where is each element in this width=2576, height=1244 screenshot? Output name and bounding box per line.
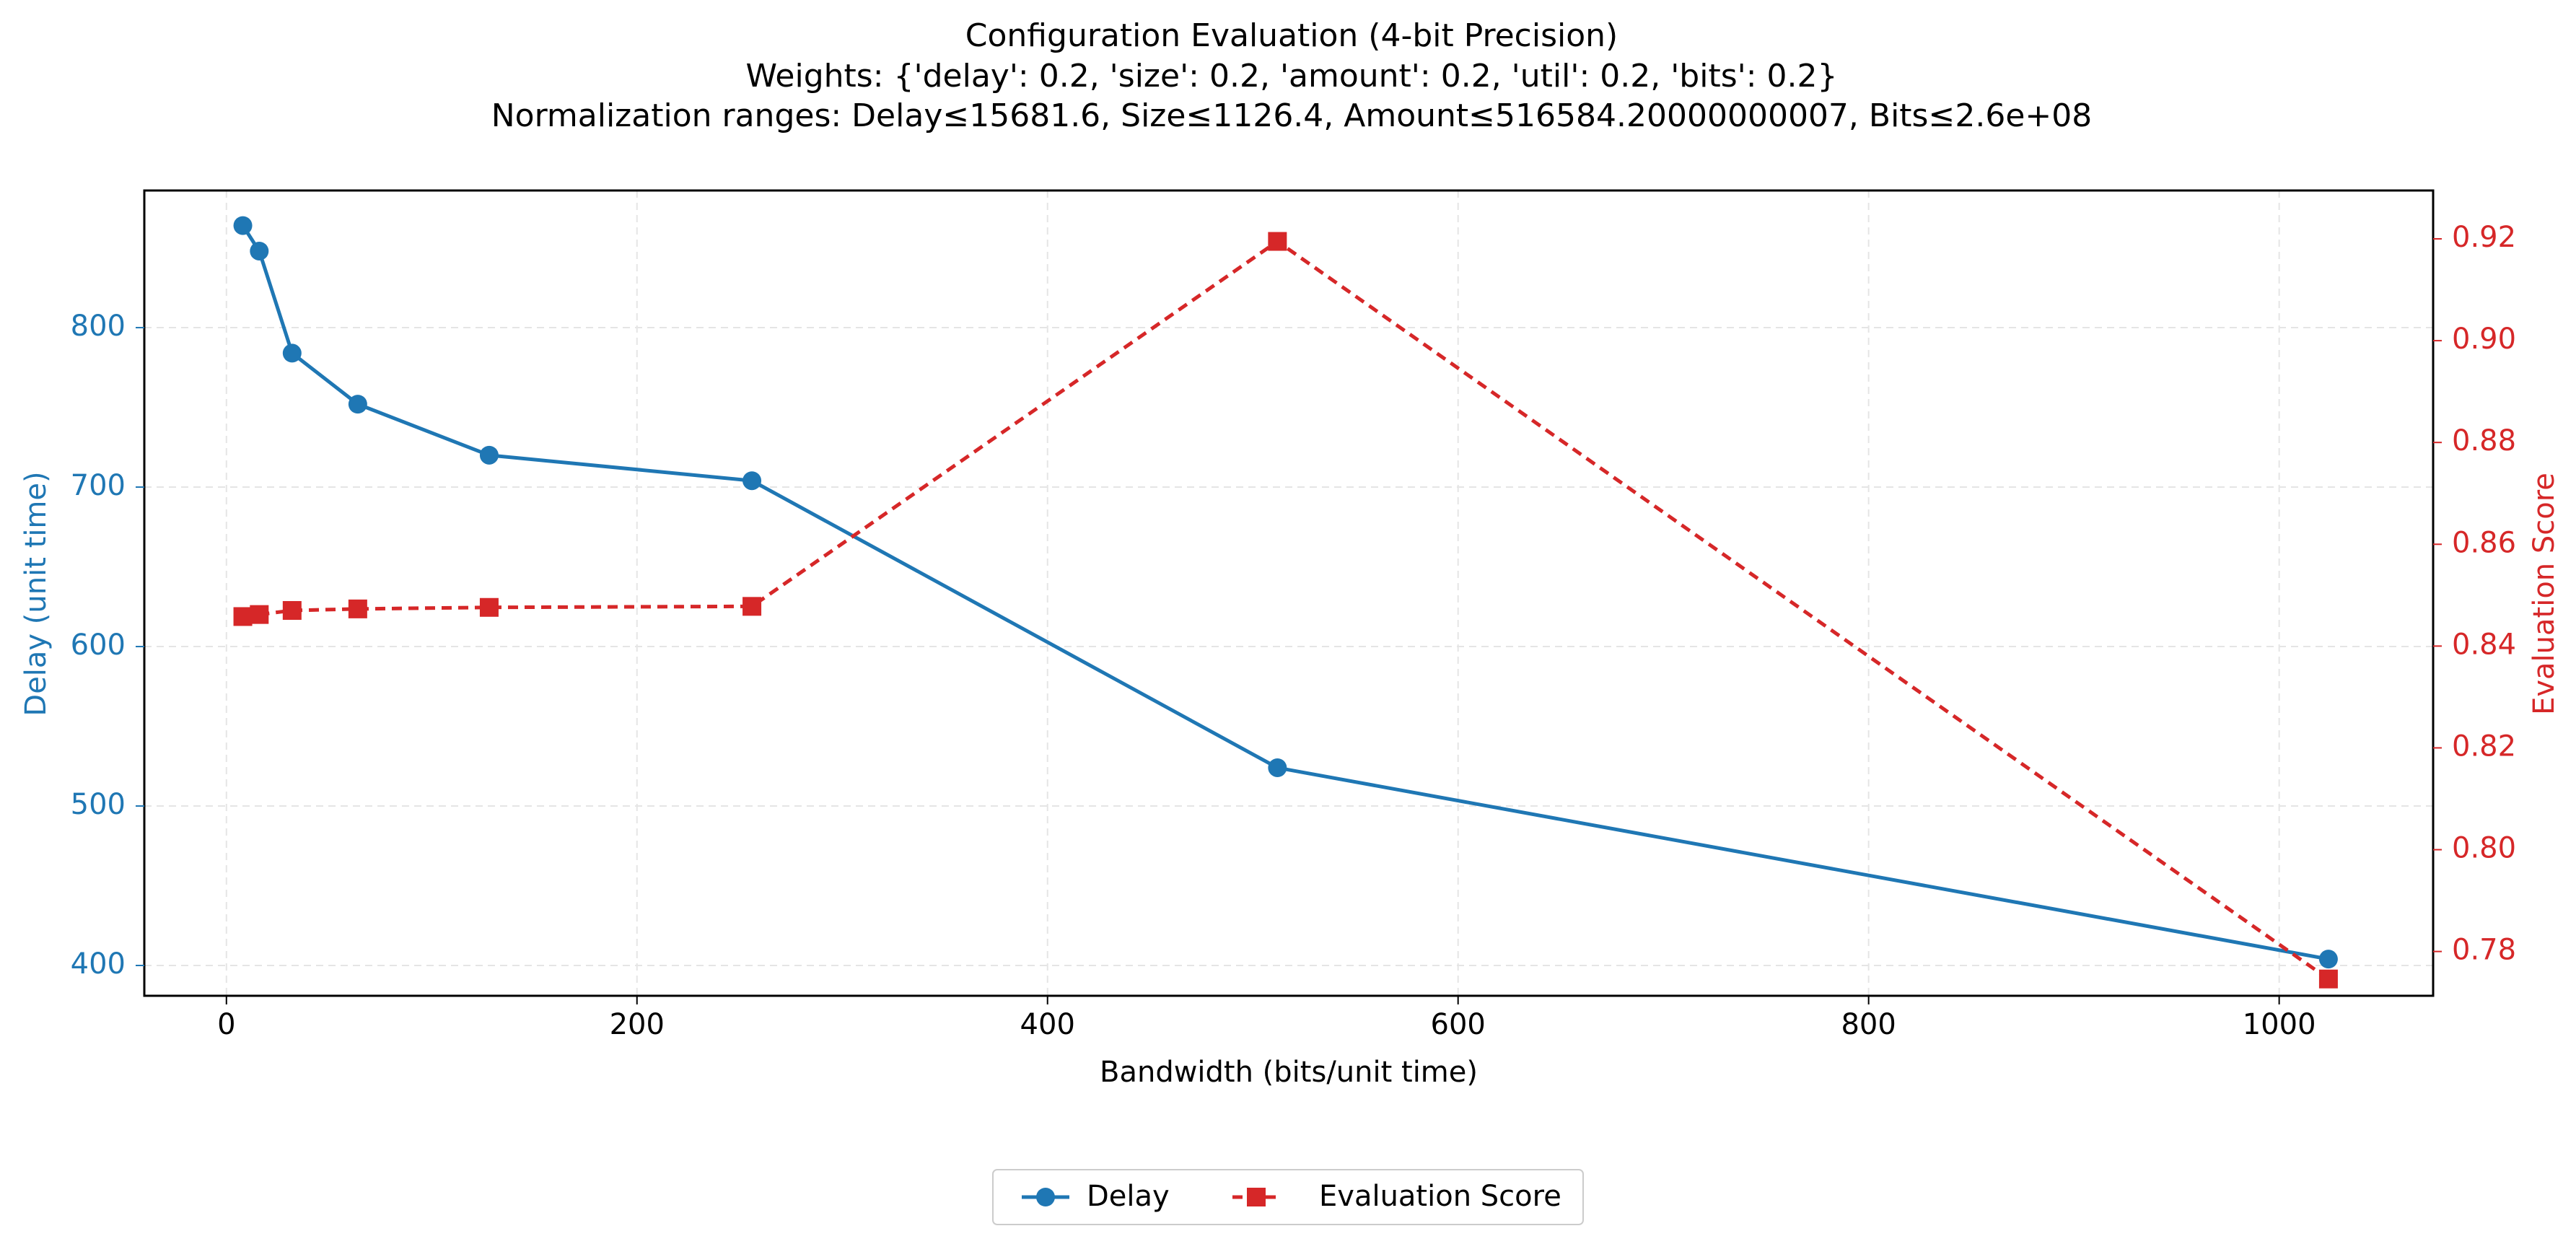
right-y-tick-label-4: 0.86 <box>2452 526 2516 559</box>
legend-frame <box>992 1169 1584 1225</box>
x-tick-label-3: 600 <box>1431 1008 1486 1041</box>
series-0-point-7 <box>2318 950 2338 969</box>
right-y-tick-label-6: 0.90 <box>2452 323 2516 356</box>
series-1-point-4 <box>479 597 499 617</box>
left-y-axis-label: Delay (unit time) <box>19 471 53 716</box>
x-tick-label-4: 800 <box>1841 1008 1896 1041</box>
plot-frame <box>143 189 2435 997</box>
legend: Delay Evaluation Score <box>992 1169 1584 1225</box>
grid-layer <box>144 190 2433 996</box>
series-0-point-3 <box>348 395 367 414</box>
series-1-point-1 <box>250 605 269 624</box>
legend-item-delay: Delay <box>1022 1180 1170 1213</box>
x-tick-label-5: 1000 <box>2243 1008 2316 1041</box>
legend-delay-marker <box>1036 1188 1055 1206</box>
series-1-point-5 <box>742 597 762 616</box>
series-1-point-6 <box>1268 232 1287 251</box>
series-1-point-2 <box>282 600 302 620</box>
x-tick-label-1: 200 <box>610 1008 665 1041</box>
x-axis-label: Bandwidth (bits/unit time) <box>1100 1056 1478 1089</box>
right-y-tick-label-7: 0.92 <box>2452 221 2516 254</box>
chart-subtitle-line-2: Normalization ranges: Delay≤15681.6, Siz… <box>491 97 2093 134</box>
left-y-tick-label-1: 500 <box>71 788 126 821</box>
legend-item-evaluation-score: Evaluation Score <box>1232 1180 1561 1213</box>
chart-title: Configuration Evaluation (4-bit Precisio… <box>965 17 1618 54</box>
left-y-tick-label-0: 400 <box>71 947 126 981</box>
axes-layer: 0 200 400 600 800 1000 400 500 600 700 800 0.78 0.80… <box>71 189 2516 1041</box>
x-tick-label-0: 0 <box>217 1008 235 1041</box>
x-tick-label-2: 400 <box>1020 1008 1075 1041</box>
series-0-point-4 <box>479 445 499 465</box>
series-1-point-3 <box>348 599 367 618</box>
series-0-point-5 <box>742 471 762 491</box>
series-0-point-6 <box>1268 758 1287 777</box>
right-y-tick-label-3: 0.84 <box>2452 628 2516 661</box>
series-line-1 <box>242 240 2330 981</box>
right-y-tick-label-5: 0.88 <box>2452 424 2516 457</box>
chart-subtitle-line-1: Weights: {'delay': 0.2, 'size': 0.2, 'am… <box>745 58 1837 95</box>
series-layer <box>233 216 2338 989</box>
series-1-point-7 <box>2318 969 2338 989</box>
right-y-tick-label-2: 0.82 <box>2452 730 2516 763</box>
series-0-point-2 <box>282 343 302 363</box>
series-0-point-1 <box>250 241 269 260</box>
legend-score-marker <box>1247 1188 1266 1206</box>
legend-score-label: Evaluation Score <box>1319 1180 1561 1213</box>
series-line-0 <box>241 224 2329 961</box>
right-y-tick-label-0: 0.78 <box>2452 934 2516 967</box>
right-y-tick-label-1: 0.80 <box>2452 832 2516 865</box>
right-y-axis-label: Evaluation Score <box>2528 473 2561 715</box>
left-y-tick-label-3: 700 <box>71 469 126 502</box>
left-y-tick-label-4: 800 <box>71 310 126 343</box>
series-0-point-0 <box>233 216 253 235</box>
left-y-tick-label-2: 600 <box>71 628 126 662</box>
series-1-point-0 <box>233 607 253 626</box>
legend-delay-label: Delay <box>1087 1180 1170 1213</box>
